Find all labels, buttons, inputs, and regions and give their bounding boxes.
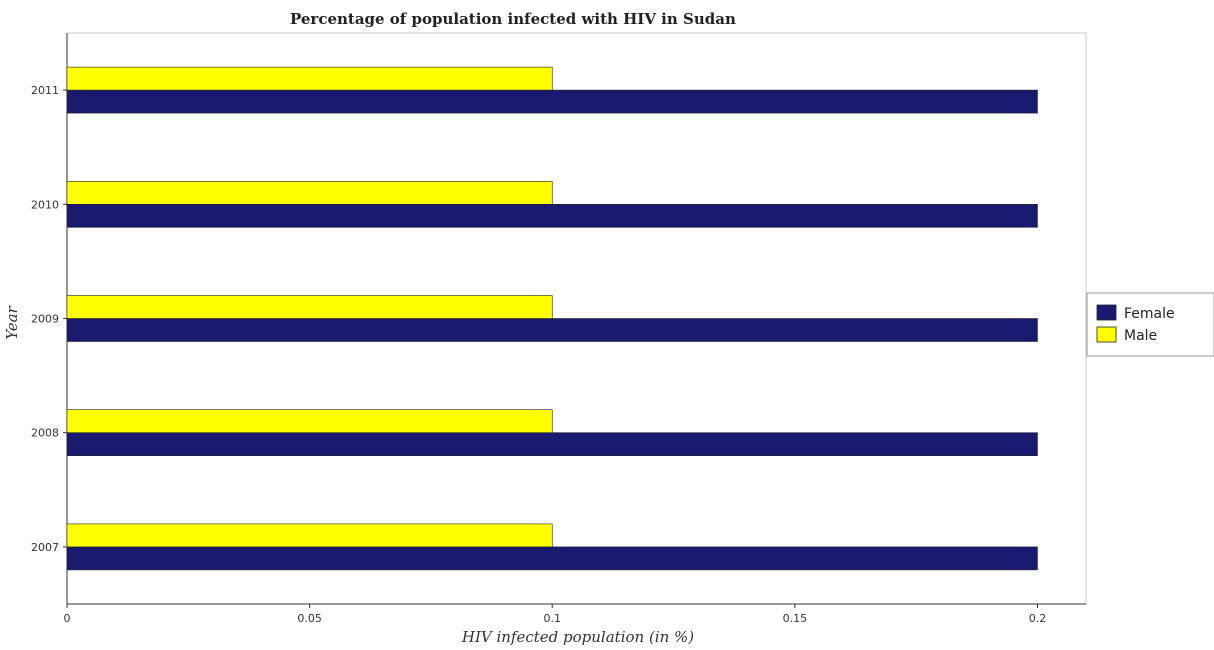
y-tick-label: 2007 [31, 541, 59, 554]
y-axis-label: Year [3, 305, 21, 339]
legend-box [1086, 292, 1214, 357]
bar-male-2007 [66, 523, 553, 548]
legend: Female Male [1086, 292, 1214, 357]
bar-male-2011 [66, 66, 553, 91]
x-axis: 0 0.05 0.1 0.15 0.2 [64, 604, 1047, 625]
x-axis-label: HIV infected population (in %) [461, 628, 694, 646]
bar-female-2009 [66, 318, 1038, 342]
bar-female-2011 [66, 89, 1038, 114]
legend-label-female: Female [1124, 306, 1175, 322]
x-tick-label: 0.1 [543, 612, 561, 625]
x-tick-label: 0.05 [297, 612, 322, 625]
bar-male-2010 [66, 181, 553, 205]
bar-female-2007 [66, 546, 1038, 571]
y-tick-label: 2008 [31, 427, 59, 440]
legend-swatch-female [1096, 304, 1117, 321]
y-tick-label: 2011 [31, 84, 59, 97]
legend-swatch-male [1096, 326, 1117, 343]
x-tick-label: 0.2 [1029, 612, 1047, 625]
legend-label-male: Male [1124, 328, 1157, 344]
y-axis: 2007 2008 2009 2010 2011 [31, 84, 67, 554]
y-tick-label: 2009 [31, 313, 59, 326]
x-tick-label: 0.15 [783, 612, 808, 625]
bar-female-2008 [66, 432, 1038, 457]
x-tick-label: 0 [64, 612, 71, 625]
bar-male-2008 [66, 409, 553, 434]
bar-male-2009 [66, 295, 553, 319]
bar-female-2010 [66, 204, 1038, 228]
y-tick-label: 2010 [31, 198, 59, 211]
chart-title: Percentage of population infected with H… [290, 10, 736, 28]
plot-area [66, 32, 1087, 605]
